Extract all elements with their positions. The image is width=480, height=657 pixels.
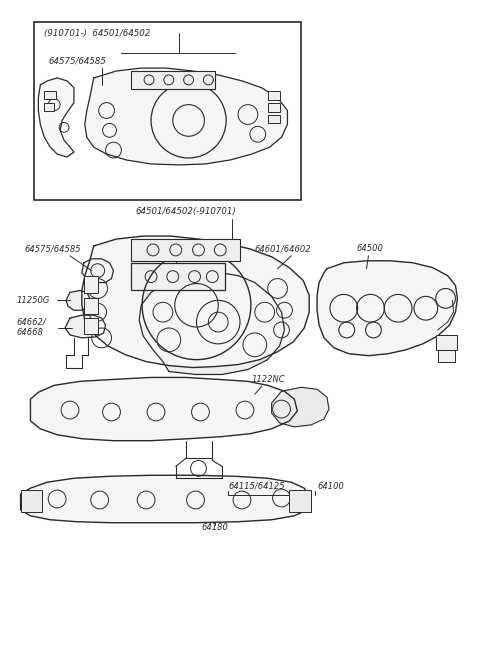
Polygon shape [66,290,90,310]
Text: 64668: 64668 [17,328,44,338]
Bar [131,263,225,290]
Text: 64115/64125: 64115/64125 [228,482,285,491]
Polygon shape [85,68,288,165]
Polygon shape [30,377,297,441]
Bar [268,102,279,112]
Text: 64100: 64100 [317,482,344,491]
Bar [84,318,97,334]
Bar [35,22,301,200]
Polygon shape [139,273,285,374]
Bar [436,335,457,350]
Text: (910701-)  64501/64502: (910701-) 64501/64502 [44,29,151,38]
Bar [84,298,97,314]
Text: 64500: 64500 [357,244,384,254]
Polygon shape [82,259,113,283]
Bar [438,350,456,361]
Bar [84,276,97,294]
Bar [44,91,56,99]
Text: 64501/64502(-910701): 64501/64502(-910701) [135,207,236,216]
Text: 64601/64602: 64601/64602 [255,244,312,254]
Text: 64662/: 64662/ [17,317,47,327]
Polygon shape [38,78,74,157]
Text: 64690: 64690 [149,242,176,252]
Bar [268,91,279,100]
Bar [21,490,42,512]
Bar [131,239,240,261]
Text: 64180: 64180 [202,523,229,532]
Polygon shape [317,261,457,355]
Polygon shape [272,388,329,427]
Text: 11250G: 11250G [17,296,50,305]
Bar [44,102,54,110]
Text: 64575/64585: 64575/64585 [24,244,81,254]
Polygon shape [65,315,106,338]
Polygon shape [21,475,309,523]
Polygon shape [82,236,309,367]
Bar [131,71,216,89]
Bar [268,114,279,124]
Text: 64575/64585: 64575/64585 [48,57,106,66]
Bar [289,490,311,512]
Text: 1122NC: 1122NC [252,375,286,384]
